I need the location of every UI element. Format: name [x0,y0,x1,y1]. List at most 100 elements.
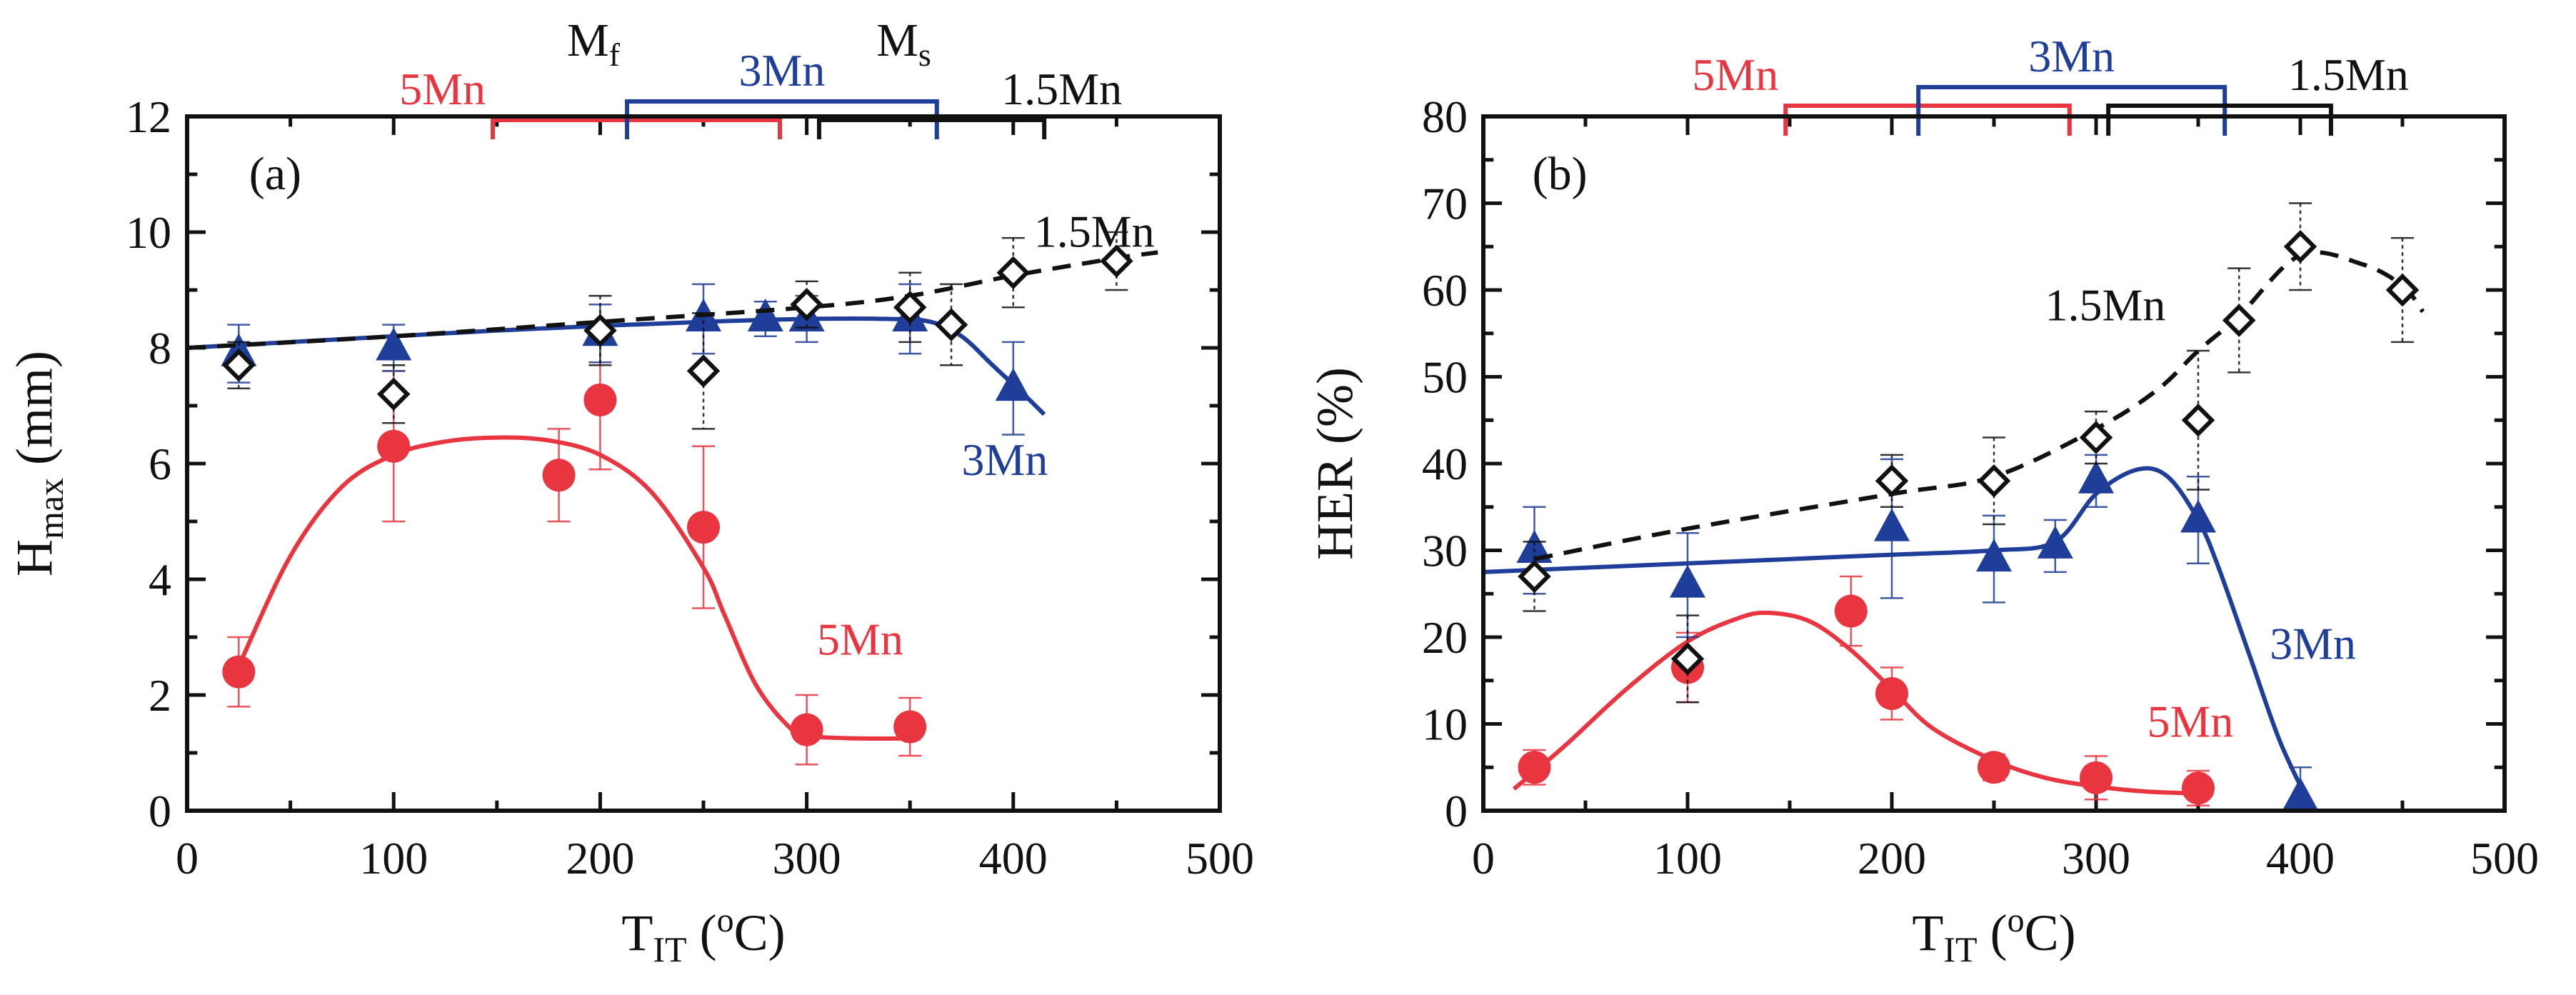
range-label-1.5Mn: 1.5Mn [2288,49,2409,100]
series-label-1.5Mn: 1.5Mn [2045,280,2166,331]
data-point-1.5Mn [2283,230,2317,264]
series-label-5Mn: 5Mn [2147,696,2234,747]
data-point-5Mn [1978,751,2010,784]
data-point-1.5Mn [2385,273,2420,307]
y-tick-label: 60 [1422,265,1468,316]
range-bracket-1.5Mn [816,118,1047,139]
range-label-5Mn: 5Mn [399,64,486,114]
range-label-3Mn: 3Mn [2028,31,2115,81]
y-tick-label: 50 [1422,352,1468,403]
data-point-1.5Mn [996,256,1031,289]
y-tick-label: 70 [1422,179,1468,229]
data-point-1.5Mn [1875,464,1909,498]
y-tick-label: 10 [126,207,171,258]
y-tick-label: 8 [149,323,171,374]
data-point-5Mn [1834,594,1868,628]
data-point-5Mn [790,713,823,746]
range-bracket-1.5Mn [2106,104,2333,136]
range-bracket-3Mn [1916,85,2227,136]
data-point-3Mn [2180,499,2216,533]
plot-frame [1481,114,2507,813]
x-tick-label: 300 [2062,833,2130,884]
y-tick-label: 30 [1422,526,1468,576]
data-point-5Mn [377,429,411,463]
data-point-1.5Mn [222,349,256,382]
range-bracket-5Mn [1783,104,2072,136]
panel-a: 0 100 200 300 400 500 0 2 4 6 8 10 12 TIT (oC) Hmax (m… [6,14,1254,969]
data-point-1.5Mn [2222,304,2256,337]
data-point-3Mn [1874,508,1910,541]
data-point-1.5Mn [686,354,721,388]
fit-line-1.5Mn [186,250,1158,350]
x-tick-label: 300 [773,833,841,884]
x-tick-label: 200 [1858,833,1926,884]
panel-label: (a) [249,148,301,200]
y-tick-label: 10 [1422,699,1468,750]
x-tick-label: 100 [1653,833,1722,884]
plot-frame [185,114,1222,813]
data-point-1.5Mn [1518,559,1551,594]
data-point-1.5Mn [1100,244,1133,278]
data-point-1.5Mn [790,288,823,321]
fit-line-5Mn [236,435,921,741]
y-tick-label: 0 [1445,786,1468,836]
data-point-5Mn [2080,761,2113,794]
x-tick-label: 200 [566,833,634,884]
mf-label: Mf [567,14,621,73]
data-point-3Mn [2078,460,2114,494]
fit-line-1.5Mn [1533,250,2425,561]
series-label-3Mn: 3Mn [962,434,1048,485]
y-axis-label: Hmax (mm) [6,351,71,576]
data-point-3Mn [1976,539,2012,572]
data-point-5Mn [893,710,927,744]
data-point-5Mn [1875,676,1908,710]
data-point-5Mn [542,459,576,492]
fit-line-5Mn [1512,610,2209,796]
data-point-3Mn [2282,777,2318,811]
x-tick-label: 400 [979,833,1048,884]
series-label-1.5Mn: 1.5Mn [1034,206,1155,256]
x-axis-label: TIT (oC) [621,901,785,969]
panel-b: 0 100 200 300 400 500 0 10 20 30 40 50 60 70 80 TIT (oC… [1306,31,2539,969]
range-bracket-5Mn [491,118,782,139]
series-label-5Mn: 5Mn [817,614,903,664]
data-point-3Mn [1670,564,1705,598]
data-point-3Mn [2037,525,2073,559]
y-tick-label: 80 [1422,91,1468,142]
y-tick-label: 12 [126,91,171,142]
y-tick-label: 6 [149,439,171,489]
data-point-3Mn [1516,529,1553,563]
x-tick-label: 0 [1472,833,1495,884]
data-point-5Mn [1518,751,1551,784]
fit-line-3Mn [1483,466,2313,808]
x-tick-label: 500 [1186,833,1254,884]
ms-label: Ms [876,14,931,73]
data-point-1.5Mn [2181,404,2215,437]
data-point-1.5Mn [583,314,617,347]
data-point-1.5Mn [1670,642,1705,676]
range-label-3Mn: 3Mn [738,45,825,96]
data-point-1.5Mn [2079,421,2113,454]
data-point-5Mn [583,383,617,416]
range-label-5Mn: 5Mn [1692,49,1778,100]
data-point-1.5Mn [893,291,927,324]
data-point-3Mn [995,368,1031,401]
y-tick-label: 2 [149,670,171,721]
y-tick-label: 0 [149,786,171,836]
series-label-3Mn: 3Mn [2270,618,2356,669]
x-tick-label: 500 [2470,833,2539,884]
data-point-1.5Mn [376,377,411,411]
y-tick-label: 40 [1422,439,1468,489]
y-tick-label: 20 [1422,612,1468,663]
y-axis-label: HER (%) [1306,367,1363,560]
range-label-1.5Mn: 1.5Mn [1001,64,1122,114]
data-point-5Mn [222,655,256,689]
x-axis-label: TIT (oC) [1912,901,2075,969]
panel-label: (b) [1533,148,1588,200]
data-point-5Mn [2182,771,2215,805]
data-point-1.5Mn [934,308,968,341]
x-tick-label: 400 [2266,833,2335,884]
y-tick-label: 4 [149,554,171,605]
data-point-3Mn [376,327,412,361]
